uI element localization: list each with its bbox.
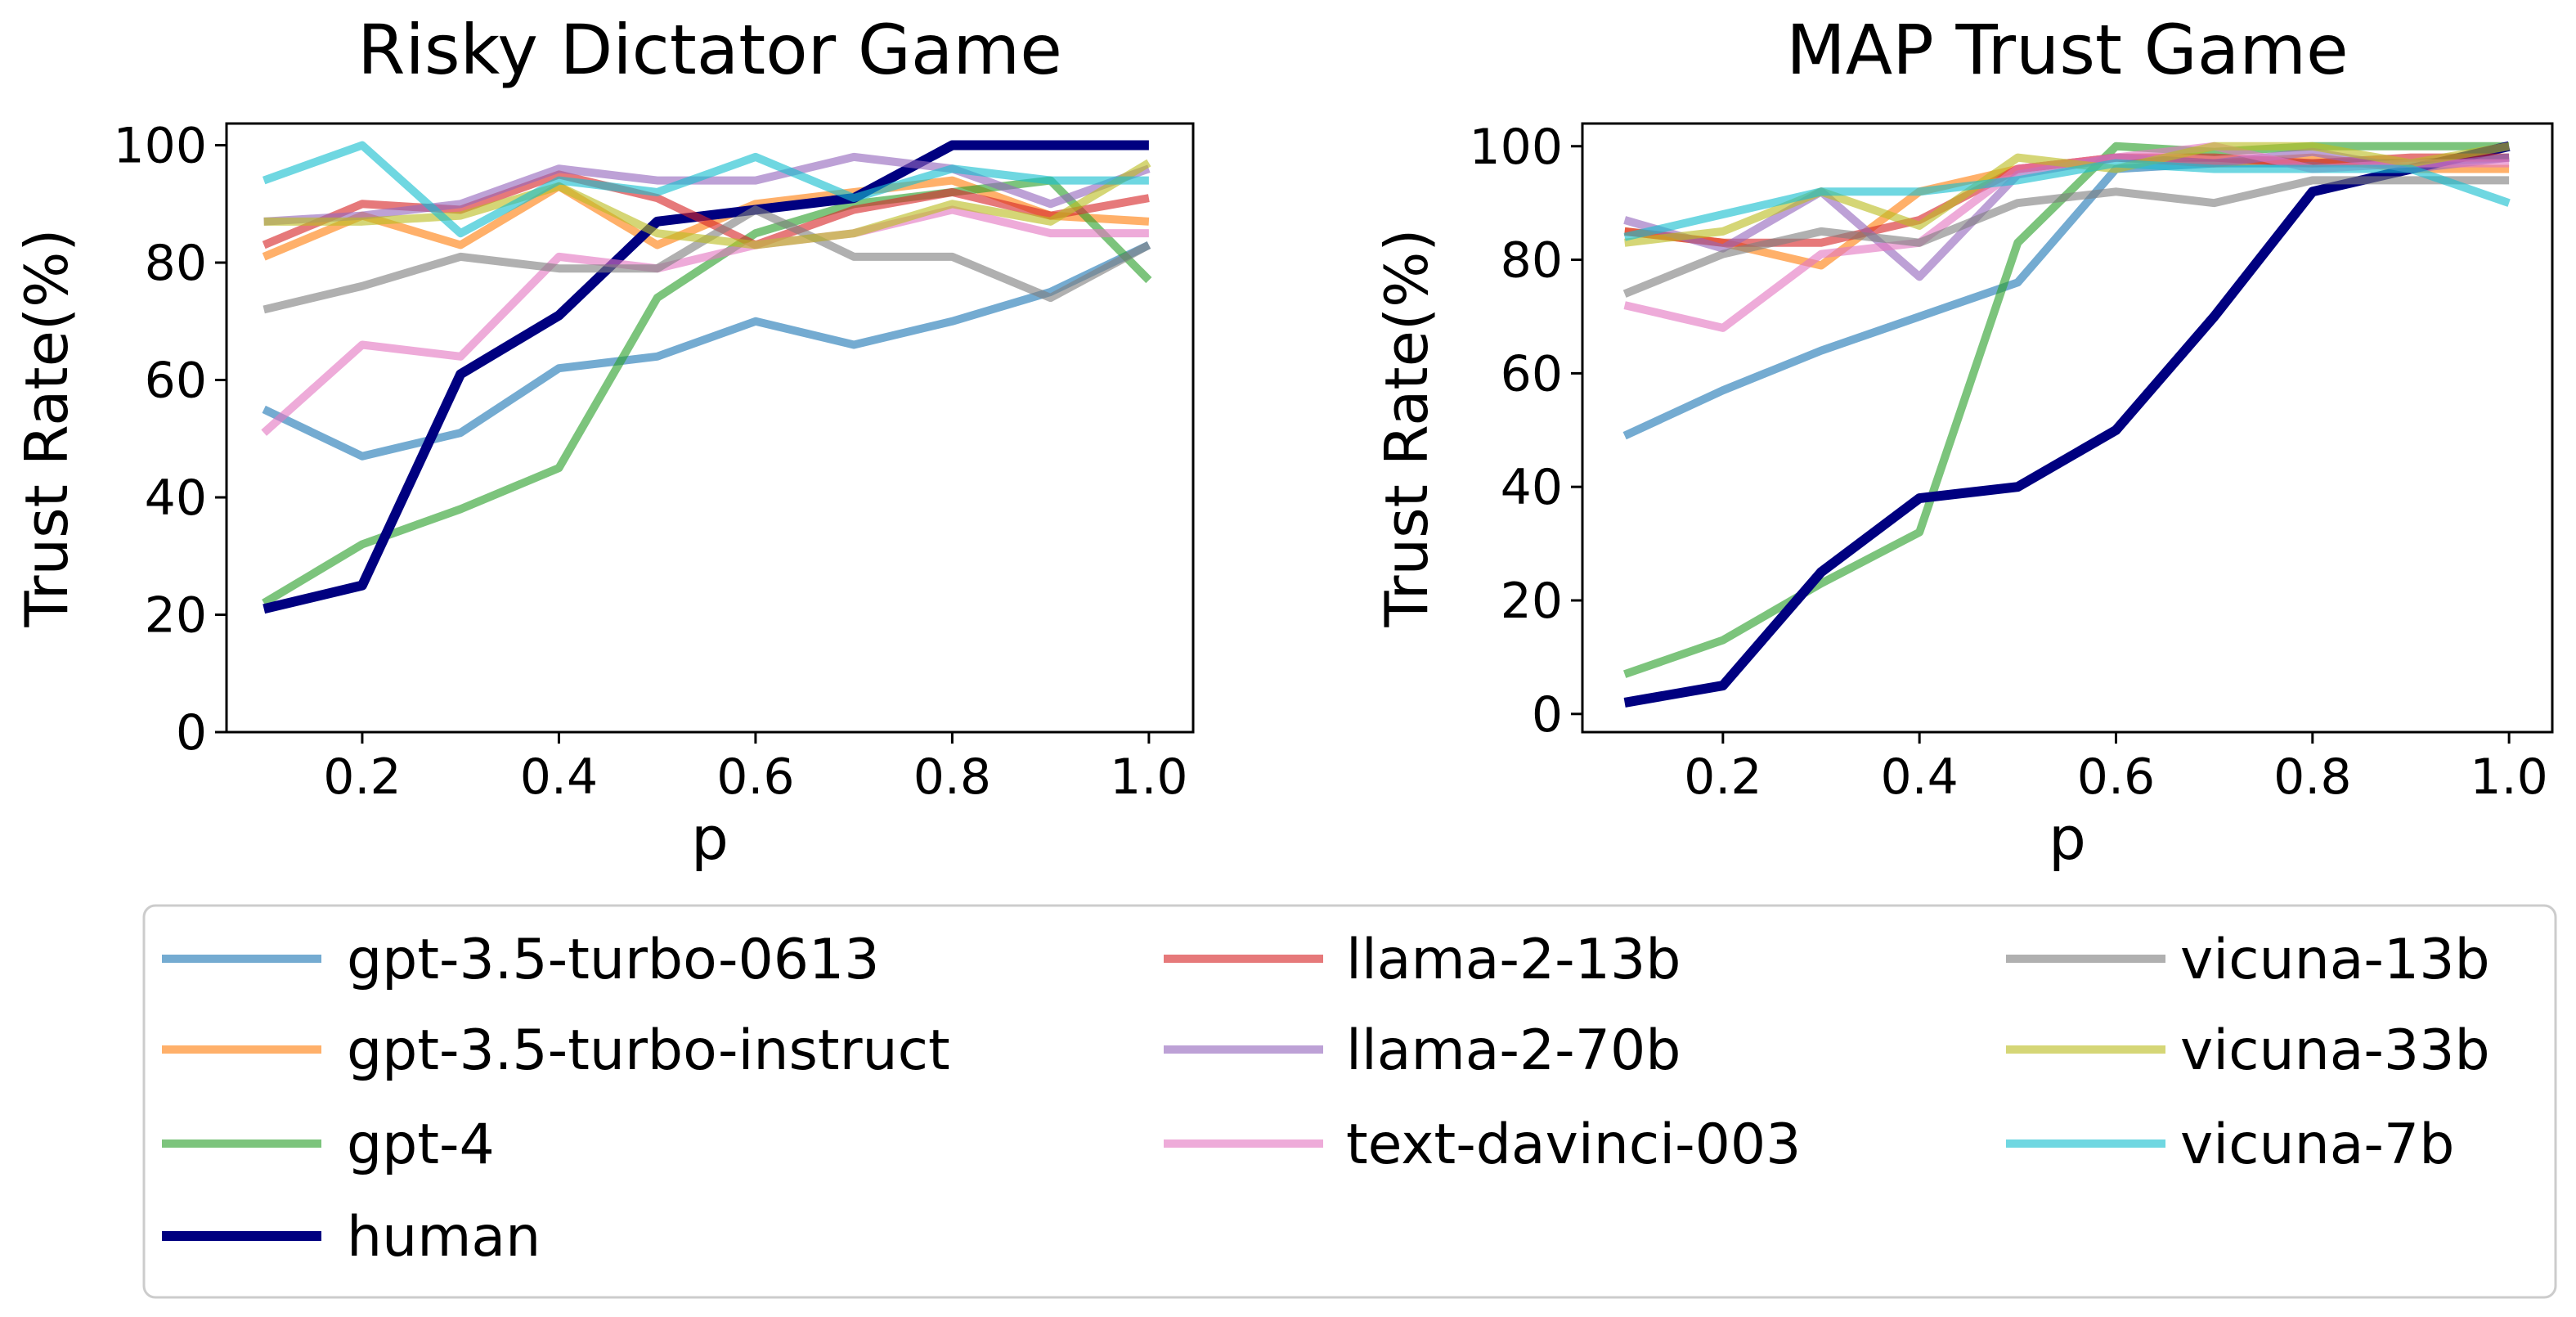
x-tick-label: 0.2 bbox=[323, 748, 401, 806]
x-axis-label: p bbox=[2049, 804, 2086, 873]
series-line-gpt-3.5-turbo-0613 bbox=[262, 241, 1151, 461]
series-line-vicuna-33b bbox=[1624, 142, 2510, 247]
legend-item-gpt-4: gpt-4 bbox=[162, 1112, 495, 1177]
series-line-vicuna-7b bbox=[1623, 159, 2511, 241]
legend-label: text-davinci-003 bbox=[1346, 1112, 1801, 1177]
series-line-text-davinci-003 bbox=[261, 205, 1149, 436]
series-line-vicuna-13b bbox=[1622, 176, 2510, 298]
chart-map-trust: MAP Trust Game p Trust Rate(%) 0.2 0.4 0.6… bbox=[1372, 10, 2554, 873]
x-tick-label: 0.8 bbox=[913, 748, 991, 806]
legend-label: llama-2-70b bbox=[1346, 1018, 1681, 1083]
chart-title: MAP Trust Game bbox=[1786, 10, 2349, 90]
legend-item-human: human bbox=[162, 1205, 541, 1270]
legend-label: vicuna-13b bbox=[2180, 928, 2490, 992]
x-axis-label: p bbox=[691, 804, 729, 873]
legend-frame bbox=[142, 904, 2557, 1299]
y-tick-label: 0 bbox=[176, 704, 207, 762]
x-tick-label: 1.0 bbox=[2470, 748, 2547, 806]
x-tick-label: 0.4 bbox=[1880, 748, 1958, 806]
y-tick-label: 0 bbox=[1532, 686, 1563, 744]
legend-item-llama-2-13b: llama-2-13b bbox=[1164, 928, 1681, 992]
legend-label: gpt-4 bbox=[347, 1112, 495, 1177]
legend-item-gpt-3.5-turbo-instruct: gpt-3.5-turbo-instruct bbox=[162, 1018, 950, 1083]
legend-label: gpt-3.5-turbo-0613 bbox=[347, 928, 880, 992]
y-tick-label: 40 bbox=[145, 470, 207, 527]
legend-label: gpt-3.5-turbo-instruct bbox=[347, 1018, 950, 1083]
y-tick-label: 20 bbox=[1501, 573, 1563, 630]
legend-item-gpt-3.5-turbo-0613: gpt-3.5-turbo-0613 bbox=[162, 928, 880, 992]
x-tick-label: 0.6 bbox=[716, 748, 794, 806]
y-tick-label: 80 bbox=[145, 235, 207, 292]
series-line-vicuna-33b bbox=[263, 159, 1151, 249]
legend-label: human bbox=[347, 1205, 541, 1270]
legend: gpt-3.5-turbo-0613 gpt-3.5-turbo-instruct… bbox=[142, 904, 2557, 1299]
y-tick-label: 60 bbox=[1501, 345, 1563, 402]
y-tick-label: 60 bbox=[145, 353, 207, 410]
legend-item-vicuna-13b: vicuna-13b bbox=[2006, 928, 2490, 992]
legend-label: vicuna-33b bbox=[2180, 1018, 2490, 1083]
y-axis-label: Trust Rate(%) bbox=[1372, 229, 1441, 628]
legend-item-text-davinci-003: text-davinci-003 bbox=[1164, 1112, 1801, 1177]
series-line-llama-2-70b bbox=[263, 152, 1151, 226]
legend-label: llama-2-13b bbox=[1346, 928, 1681, 992]
x-tick-label: 0.4 bbox=[520, 748, 598, 806]
legend-label: vicuna-7b bbox=[2180, 1112, 2454, 1177]
legend-item-vicuna-7b: vicuna-7b bbox=[2006, 1112, 2454, 1177]
series-line-human bbox=[263, 140, 1149, 614]
x-tick-label: 0.2 bbox=[1684, 748, 1761, 806]
legend-item-vicuna-33b: vicuna-33b bbox=[2006, 1018, 2490, 1083]
x-tick-label: 0.6 bbox=[2077, 748, 2155, 806]
y-tick-label: 80 bbox=[1501, 232, 1563, 290]
y-tick-label: 20 bbox=[145, 587, 207, 645]
plot-frame bbox=[1581, 122, 2554, 734]
y-tick-label: 100 bbox=[113, 118, 207, 175]
x-tick-label: 0.8 bbox=[2273, 748, 2351, 806]
y-axis-label: Trust Rate(%) bbox=[12, 229, 81, 628]
legend-item-llama-2-70b: llama-2-70b bbox=[1164, 1018, 1681, 1083]
y-tick-label: 40 bbox=[1501, 459, 1563, 516]
chart-risky-dictator: Risky Dictator Game p Trust Rate(%) 0.2 0… bbox=[12, 10, 1195, 873]
x-tick-label: 1.0 bbox=[1110, 748, 1187, 806]
chart-title: Risky Dictator Game bbox=[357, 10, 1062, 90]
y-tick-label: 100 bbox=[1469, 119, 1563, 176]
plot-frame bbox=[225, 122, 1195, 734]
series-line-vicuna-7b bbox=[263, 141, 1149, 238]
